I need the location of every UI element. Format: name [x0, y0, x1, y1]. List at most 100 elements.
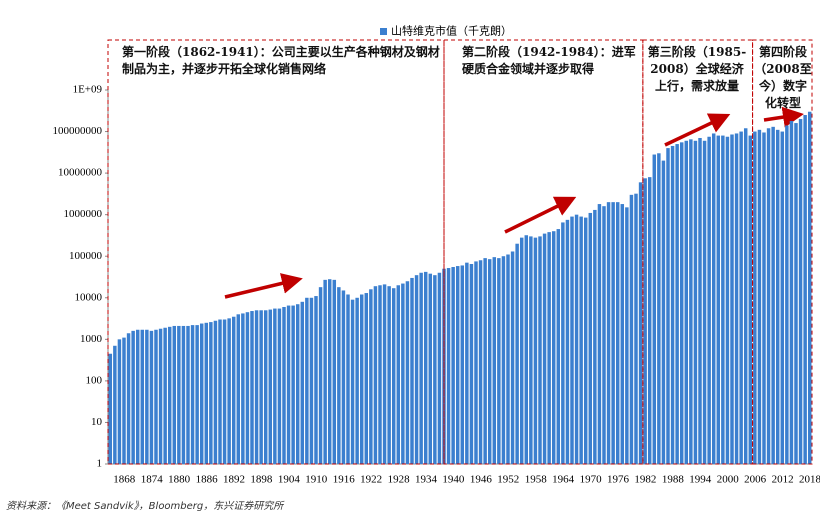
bar — [350, 299, 355, 464]
y-tick-label: 100000000 — [53, 125, 103, 137]
x-tick-label: 1946 — [470, 474, 493, 486]
bar — [122, 337, 126, 464]
bar — [410, 277, 414, 464]
bar — [300, 301, 305, 464]
phase-box — [107, 39, 445, 465]
bar — [364, 293, 369, 464]
bar — [625, 207, 629, 464]
source-note: 资料来源：《Meet Sandvik》，Bloomberg，东兴证券研究所 — [6, 501, 284, 512]
bar — [241, 313, 245, 464]
bar — [542, 233, 547, 464]
bar — [561, 222, 565, 464]
bar — [460, 265, 465, 464]
bar — [698, 137, 702, 464]
bar — [474, 261, 478, 464]
x-tick-label: 2000 — [717, 474, 740, 486]
bar — [711, 133, 716, 464]
y-tick-label: 100000 — [69, 250, 103, 262]
bar — [346, 294, 350, 464]
bar — [149, 330, 154, 464]
x-tick-label: 1970 — [580, 474, 603, 486]
bar — [794, 123, 798, 464]
bar — [177, 325, 181, 464]
x-tick-label: 1916 — [333, 474, 356, 486]
bar — [739, 131, 743, 465]
bar — [295, 304, 300, 464]
bar — [721, 135, 725, 464]
bar — [620, 204, 625, 465]
bar — [615, 202, 620, 464]
bar — [250, 311, 254, 464]
bar — [734, 133, 739, 464]
bar — [263, 310, 268, 464]
y-tick-label: 1000000 — [64, 208, 103, 220]
phase-1-note: 第一阶段（1862-1941）：公司主要以生产各种钢材及钢材制品为主，并逐步开拓… — [122, 45, 440, 76]
bar — [337, 287, 341, 464]
bar — [524, 235, 529, 464]
bar — [611, 202, 615, 464]
x-tick-label: 1976 — [607, 474, 630, 486]
bar — [529, 236, 533, 464]
bar — [419, 272, 423, 464]
bar — [785, 125, 789, 464]
phase-box — [642, 39, 754, 465]
bar — [506, 254, 510, 464]
x-tick-label: 2012 — [772, 474, 794, 486]
bar — [158, 328, 163, 464]
bar — [405, 281, 410, 464]
y-tick-label: 1 — [97, 458, 103, 470]
bar — [391, 288, 396, 464]
bar — [126, 333, 131, 464]
bar — [556, 229, 561, 464]
x-tick-label: 1988 — [662, 474, 685, 486]
bar — [634, 193, 638, 465]
bar — [259, 310, 263, 464]
phase-3-note: 第三阶段（1985-2008）全球经济上行，需求放量 — [647, 45, 747, 93]
bar — [743, 128, 748, 464]
bar — [753, 131, 757, 465]
bar — [341, 290, 346, 464]
bar — [108, 353, 113, 464]
bar — [652, 154, 657, 464]
bar — [113, 345, 117, 464]
bar — [510, 251, 515, 464]
bar — [501, 256, 506, 464]
bar — [323, 279, 327, 464]
bar — [798, 119, 803, 465]
x-tick-label: 1880 — [168, 474, 191, 486]
bar — [679, 142, 684, 465]
bar — [643, 178, 647, 464]
y-tick-label: 100 — [86, 374, 103, 386]
y-tick-label: 10000 — [75, 291, 103, 303]
bar — [707, 136, 711, 465]
phase-4-note: 第四阶段（2008至今）数字化转型 — [754, 45, 812, 110]
bar — [757, 129, 762, 465]
bar — [666, 148, 670, 465]
bar — [254, 310, 259, 464]
bar — [551, 231, 556, 464]
bar — [195, 325, 199, 464]
bar — [222, 319, 227, 464]
x-tick-label: 2006 — [744, 474, 767, 486]
bar — [803, 115, 807, 465]
phase-box — [752, 39, 813, 465]
bar — [766, 128, 771, 464]
bar — [446, 268, 451, 464]
bar — [199, 323, 204, 464]
bar — [497, 258, 501, 464]
bar — [117, 339, 122, 464]
bar — [670, 145, 675, 465]
bar — [574, 214, 579, 464]
bar — [382, 284, 387, 464]
x-tick-label: 1928 — [388, 474, 411, 486]
x-tick-label: 1994 — [689, 474, 712, 486]
bar — [487, 259, 492, 464]
bar — [515, 243, 519, 464]
bar — [647, 177, 652, 465]
bar — [286, 305, 291, 464]
bar — [305, 297, 309, 464]
bar — [492, 257, 497, 464]
bar — [209, 322, 213, 464]
bar — [355, 297, 359, 464]
